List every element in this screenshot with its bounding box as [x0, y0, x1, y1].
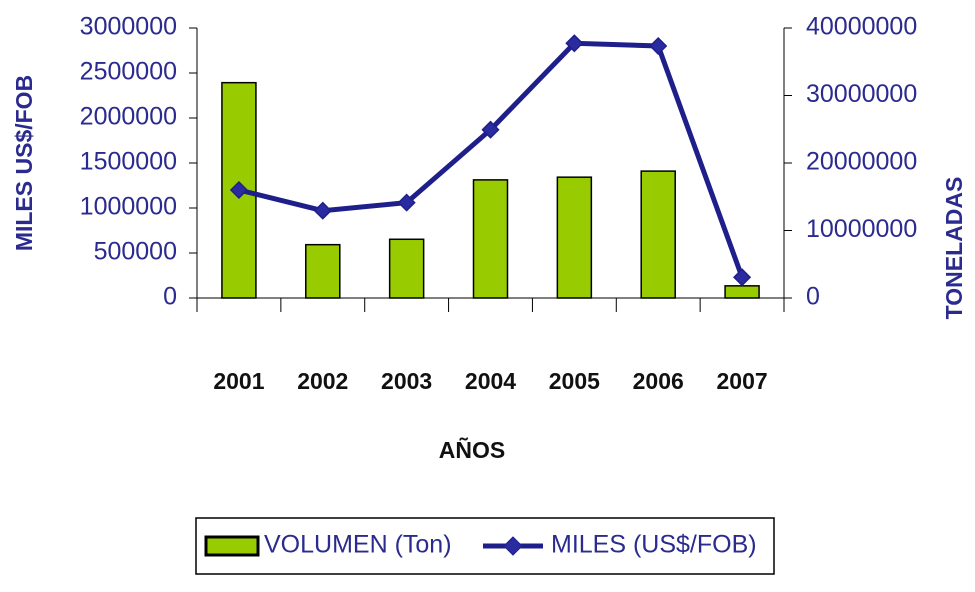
bar	[724, 285, 760, 299]
y-tick-label: 2000000	[80, 103, 177, 131]
bar	[640, 170, 676, 299]
y2-tick-label: 0	[806, 283, 820, 311]
legend-label: VOLUMEN (Ton)	[264, 531, 452, 559]
bar	[305, 243, 341, 299]
marker	[565, 34, 584, 53]
x-tick-label: 2006	[633, 368, 684, 394]
y2-tick-label: 30000000	[806, 80, 917, 108]
legend-swatch	[204, 535, 260, 557]
y-tick-label: 500000	[94, 238, 177, 266]
marker	[649, 36, 668, 56]
marker	[313, 201, 332, 220]
bar	[472, 179, 509, 299]
y-tick-label: 3000000	[80, 13, 177, 41]
y-tick-label: 1500000	[80, 148, 177, 176]
x-tick-label: 2002	[297, 368, 348, 394]
x-tick-label: 2005	[549, 368, 600, 394]
y-tick-label: 0	[163, 283, 177, 311]
legend-marker	[503, 536, 523, 556]
legend-label: MILES (US$/FOB)	[551, 531, 757, 559]
y-tick-label: 2500000	[80, 58, 177, 86]
marker	[229, 180, 248, 200]
x-tick-label: 2007	[716, 368, 767, 394]
y2-tick-label: 40000000	[806, 13, 917, 41]
y2-tick-label: 10000000	[806, 215, 917, 243]
x-tick-label: 2004	[465, 368, 516, 394]
y-tick-label: 1000000	[80, 193, 177, 221]
bar	[556, 176, 593, 299]
y2-tick-label: 20000000	[806, 148, 917, 176]
x-tick-label: 2003	[381, 368, 432, 394]
bar	[388, 238, 425, 299]
y2-axis-title: TONELADAS	[941, 177, 967, 320]
x-tick-label: 2001	[213, 368, 264, 394]
legend-box	[195, 517, 775, 575]
x-axis-title: AÑOS	[439, 436, 505, 463]
marker	[733, 268, 752, 287]
marker	[481, 120, 500, 139]
y-axis-title: MILES US$/FOB	[11, 75, 37, 251]
marker	[397, 193, 416, 212]
